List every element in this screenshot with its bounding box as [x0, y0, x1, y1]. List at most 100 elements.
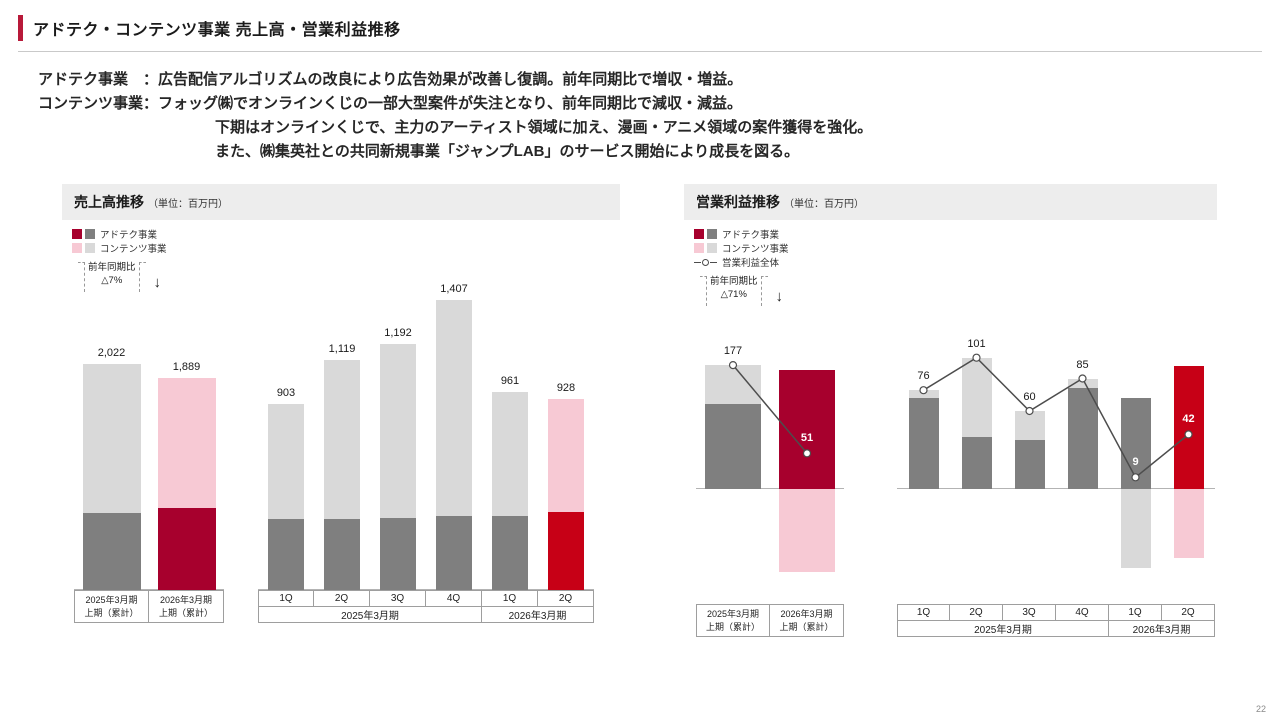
bar-value-label: 101	[967, 337, 986, 350]
bar-segment	[548, 398, 584, 512]
profit-panel-header: 営業利益推移 （単位：百万円）	[684, 184, 1217, 220]
bar-segment	[1173, 365, 1204, 489]
x-axis-group-label: 2026年3月期	[1109, 620, 1215, 637]
bar-segment	[1120, 489, 1151, 569]
summary-line-strategy-2: また、㈱集英社との共同新規事業「ジャンプLAB」のサービス開始により成長を図る。	[215, 143, 800, 160]
legend-swatch	[694, 243, 704, 253]
bar-segment	[268, 404, 304, 519]
down-arrow-icon: ↓	[775, 288, 784, 305]
x-axis-label: 2Q	[314, 590, 370, 607]
bar-value-label: 177	[723, 345, 743, 358]
x-axis-label: 1Q	[897, 604, 950, 621]
legend-item: アドテク事業	[72, 228, 620, 241]
legend-label: コンテンツ事業	[100, 244, 167, 255]
profit-quarterly-plot: 76 101 60 85 9 42	[897, 274, 1215, 604]
bar-segment	[1067, 378, 1098, 388]
profit-charts: 177 51 前年同期比 △71% ↓ 2025年3月期 上期（累計） 2026年3月期 上期…	[684, 274, 1217, 637]
bar-value-label: 85	[1076, 358, 1089, 371]
bar-value-label: 1,889	[172, 361, 201, 374]
title-accent-bar	[18, 15, 23, 41]
bar-segment	[492, 392, 528, 516]
summary-line-contents: コンテンツ事業：フォッグ㈱でオンラインくじの一部大型案件が失注となり、前年同期比…	[38, 95, 742, 112]
x-axis-label: 4Q	[1056, 604, 1109, 621]
bar-segment	[961, 437, 992, 489]
line-marker-icon	[694, 258, 717, 266]
x-axis-group-label: 2025年3月期	[897, 620, 1109, 637]
subchart-quarter: 76 101 60 85 9 42 1Q 2Q 3Q 4Q 1Q 2Q 2025年3月期 2026年3…	[897, 274, 1215, 637]
profit-quarterly-x-axis-groups: 2025年3月期 2026年3月期	[897, 620, 1215, 637]
bar-segment	[705, 365, 761, 404]
bar-segment	[380, 517, 416, 590]
legend-label: コンテンツ事業	[722, 244, 789, 255]
legend-item: コンテンツ事業	[694, 242, 1217, 255]
summary-line-adtech: アドテク事業 ：広告配信アルゴリズムの改良により広告効果が改善し復調。前年同期比…	[38, 71, 743, 88]
bar-value-label: 60	[1023, 391, 1036, 403]
bar-value-label: 76	[917, 370, 930, 383]
legend-swatch	[72, 243, 82, 253]
bar-value-label: 9	[1132, 456, 1139, 469]
bar-value-label: 51	[800, 432, 814, 445]
revenue-halfyear-plot: 2,022 1,889 前年同期比 △7% ↓	[74, 260, 224, 590]
x-axis-label: 3Q	[1003, 604, 1056, 621]
legend: アドテク事業 コンテンツ事業 営業利益全体	[694, 228, 1217, 269]
bar-segment	[380, 344, 416, 518]
yoy-annotation: 前年同期比 △7% ↓	[78, 262, 161, 292]
bar-segment	[157, 508, 216, 590]
legend-item: コンテンツ事業	[72, 242, 620, 255]
legend-swatch	[694, 229, 704, 239]
bar-value-label: 928	[556, 381, 576, 394]
yoy-label: 前年同期比 △7%	[88, 262, 136, 286]
x-axis-label: 2Q	[950, 604, 1003, 621]
yoy-annotation: 前年同期比 △71% ↓	[700, 276, 783, 306]
charts-row: 売上高推移 （単位：百万円） アドテク事業 コンテンツ事業 2,022 1,889 前…	[62, 184, 1218, 637]
bar-value-label: 42	[1182, 413, 1195, 426]
summary-line-strategy-1: 下期はオンラインくじで、主力のアーティスト領域に加え、漫画・アニメ領域の案件獲得…	[215, 119, 873, 136]
legend-swatch	[85, 229, 95, 239]
bar-segment	[1014, 411, 1045, 440]
x-axis-label: 2026年3月期 上期（累計）	[770, 604, 844, 637]
x-axis-line	[74, 589, 224, 590]
page-title: アドテク・コンテンツ事業 売上高・営業利益推移	[33, 22, 401, 39]
bar-segment	[961, 357, 992, 437]
x-axis-label: 2Q	[1162, 604, 1215, 621]
down-arrow-icon: ↓	[153, 274, 162, 291]
bar-segment	[324, 359, 360, 519]
profit-panel-title: 営業利益推移	[696, 194, 780, 210]
legend-swatch	[72, 229, 82, 239]
profit-chart-panel: 営業利益推移 （単位：百万円） アドテク事業 コンテンツ事業 営業利益全体 177 5…	[684, 184, 1217, 637]
dashed-guide-right	[138, 262, 146, 292]
x-axis-label: 2Q	[538, 590, 594, 607]
x-axis-label: 3Q	[370, 590, 426, 607]
bar-segment	[548, 511, 584, 590]
yoy-label: 前年同期比 △71%	[710, 276, 758, 300]
bar-segment	[268, 518, 304, 590]
bar-segment	[324, 518, 360, 590]
profit-halfyear-x-axis: 2025年3月期 上期（累計） 2026年3月期 上期（累計）	[696, 604, 844, 637]
bar-value-label: 1,192	[384, 327, 412, 340]
legend-swatch	[85, 243, 95, 253]
revenue-quarterly-x-axis: 1Q 2Q 3Q 4Q 1Q 2Q	[258, 590, 594, 607]
bar-segment	[908, 398, 939, 489]
dashed-guide-left	[78, 262, 85, 292]
bar-value-label: 961	[500, 375, 520, 388]
x-axis-label: 4Q	[426, 590, 482, 607]
x-axis-label: 2026年3月期 上期（累計）	[149, 590, 224, 623]
revenue-halfyear-x-axis: 2025年3月期 上期（累計） 2026年3月期 上期（累計）	[74, 590, 224, 623]
dashed-guide-right	[760, 276, 768, 306]
bar-segment	[157, 378, 216, 509]
bar-segment	[1173, 489, 1204, 558]
legend-swatch	[707, 243, 717, 253]
x-axis-label: 1Q	[258, 590, 314, 607]
bar-segment	[1014, 439, 1045, 489]
bar-value-label: 903	[276, 386, 296, 399]
profit-unit-label: （単位：百万円）	[784, 199, 864, 210]
legend-label: 営業利益全体	[722, 258, 780, 269]
subchart-half: 177 51 前年同期比 △71% ↓ 2025年3月期 上期（累計） 2026年3月期 上期…	[696, 274, 844, 637]
bar-segment	[436, 515, 472, 590]
revenue-quarterly-plot: 903 1,119 1,192 1,407 961 928	[258, 260, 594, 590]
x-axis-line	[258, 589, 594, 590]
bar-segment	[82, 363, 141, 513]
total-profit-line	[919, 353, 1193, 482]
bar-segment	[908, 390, 939, 398]
